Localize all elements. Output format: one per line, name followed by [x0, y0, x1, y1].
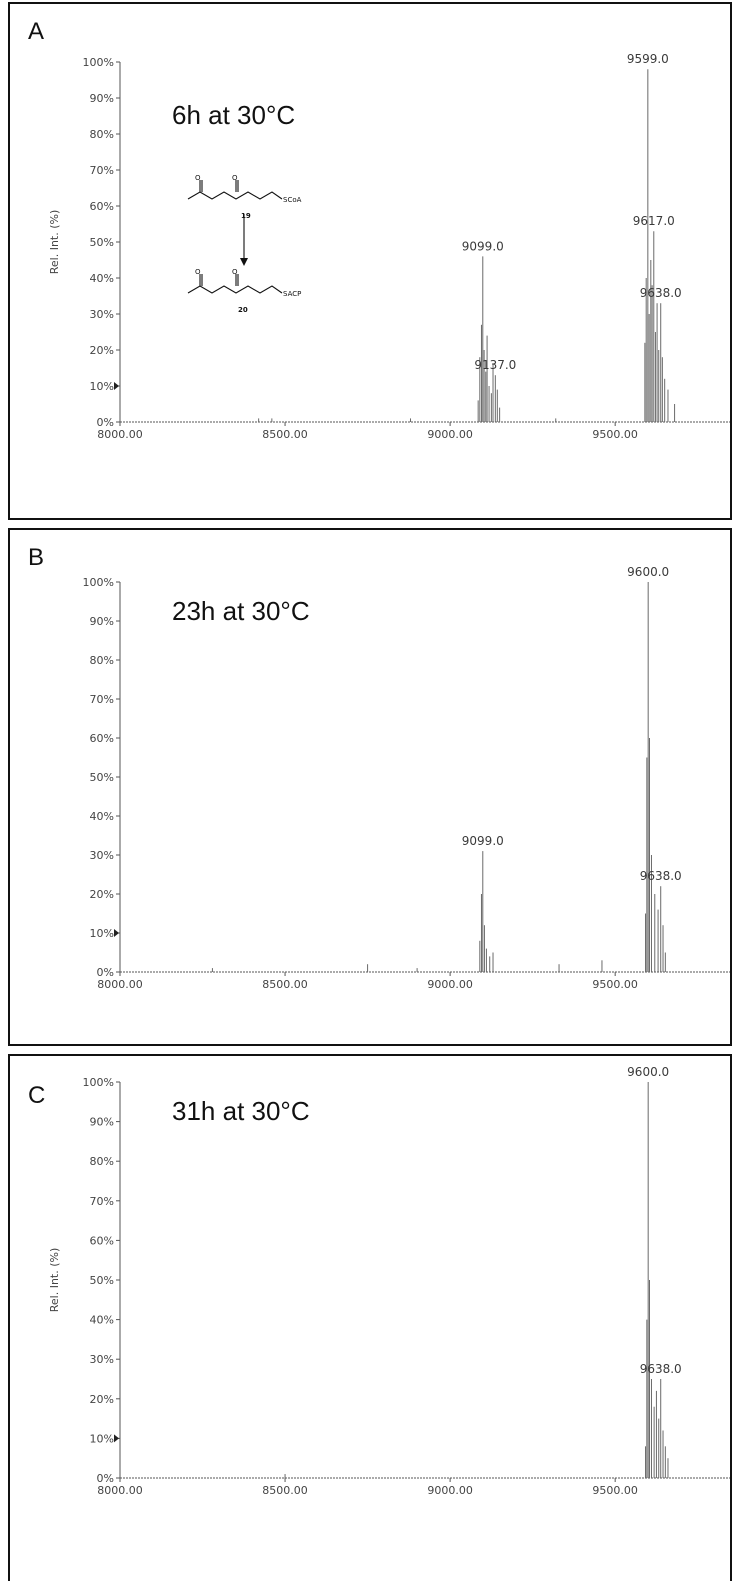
peak-label: 9099.0 [462, 834, 504, 848]
peak-label: 9638.0 [640, 869, 682, 883]
peak-label: 9599.0 [627, 52, 669, 66]
spectrum-panel-c: C 0% 10% 20% 30% 40% 50% 60% 70% 80% 90% 100% 8000.… [8, 1054, 732, 1581]
y-tick-label: 30% [90, 1353, 114, 1366]
y-tick-label: 80% [90, 128, 114, 141]
svg-text:O: O [195, 174, 201, 182]
x-tick-label: 9000.00 [427, 978, 473, 991]
substrate-group: SCoA [283, 196, 302, 204]
x-tick-label: 8500.00 [262, 428, 308, 441]
product-group: SACP [283, 290, 301, 298]
y-tick-label: 10% [90, 927, 114, 940]
y-tick-label: 100% [83, 1076, 114, 1089]
y-tick-label: 70% [90, 1195, 114, 1208]
peak-label: 9137.0 [474, 358, 516, 372]
y-tick-label: 0% [97, 1472, 114, 1485]
condition-label: 23h at 30°C [172, 596, 310, 626]
svg-text:O: O [232, 174, 238, 182]
x-tick-label: 9500.00 [592, 1484, 638, 1497]
y-tick-label: 50% [90, 771, 114, 784]
threshold-marker [114, 929, 119, 937]
y-tick-label: 80% [90, 654, 114, 667]
x-tick-label: 9000.00 [427, 428, 473, 441]
y-tick-label: 0% [97, 416, 114, 429]
x-tick-label: 9500.00 [592, 428, 638, 441]
substrate-number: 19 [241, 212, 251, 220]
mass-spectrum-chart: 0% 10% 20% 30% 40% 50% 60% 70% 80% 90% 100% 8000.00… [48, 1065, 730, 1497]
condition-label: 31h at 30°C [172, 1096, 310, 1126]
x-tick-label: 8000.00 [97, 978, 143, 991]
y-tick-label: 90% [90, 1116, 114, 1129]
y-tick-label: 70% [90, 693, 114, 706]
y-tick-label: 0% [97, 966, 114, 979]
y-tick-label: 60% [90, 200, 114, 213]
x-tick-label: 8000.00 [97, 1484, 143, 1497]
spectrum-panel-b: B 0% 10% 20% 30% 40% 50% 60% 70% 80% 90% 100% 8000.… [8, 528, 732, 1046]
y-tick-label: 50% [90, 1274, 114, 1287]
y-tick-label: 10% [90, 380, 114, 393]
y-tick-label: 20% [90, 1393, 114, 1406]
y-tick-label: 40% [90, 1314, 114, 1327]
threshold-marker [114, 1434, 119, 1443]
y-tick-label: 20% [90, 888, 114, 901]
substrate-chain [187, 191, 283, 200]
y-tick-label: 30% [90, 308, 114, 321]
reaction-scheme: O O SCoA 19 O O SACP 20 [187, 174, 302, 314]
y-tick-label: 50% [90, 236, 114, 249]
product-number: 20 [238, 306, 248, 314]
y-tick-label: 100% [83, 576, 114, 589]
condition-label: 6h at 30°C [172, 100, 296, 130]
y-tick-label: 40% [90, 272, 114, 285]
spectrum-panel-a: A 0% 10% 20% 30% 40% 50% 60% 70% 80% 90% 100% 8000.… [8, 2, 732, 520]
svg-text:O: O [195, 268, 201, 276]
peak-label: 9600.0 [627, 1065, 669, 1079]
x-tick-label: 8500.00 [262, 978, 308, 991]
threshold-marker [114, 382, 119, 390]
svg-text:O: O [232, 268, 238, 276]
product-chain [187, 285, 283, 294]
panel-letter: C [28, 1082, 46, 1109]
y-tick-label: 100% [83, 56, 114, 69]
x-tick-label: 8500.00 [262, 1484, 308, 1497]
peak-label: 9638.0 [640, 286, 682, 300]
mass-spectrum-chart: 0% 10% 20% 30% 40% 50% 60% 70% 80% 90% 100% 8000.00… [83, 565, 730, 991]
y-tick-label: 70% [90, 164, 114, 177]
x-tick-label: 9000.00 [427, 1484, 473, 1497]
mass-spectrum-chart: 0% 10% 20% 30% 40% 50% 60% 70% 80% 90% 100% 8000.00… [48, 52, 730, 441]
y-axis-title: Rel. Int. (%) [48, 1248, 61, 1313]
y-tick-label: 10% [90, 1432, 114, 1445]
y-tick-label: 80% [90, 1155, 114, 1168]
x-tick-label: 9500.00 [592, 978, 638, 991]
y-tick-label: 30% [90, 849, 114, 862]
peak-label: 9638.0 [640, 1362, 682, 1376]
y-tick-label: 90% [90, 92, 114, 105]
y-axis-title: Rel. Int. (%) [48, 210, 61, 275]
panel-letter: A [28, 18, 45, 45]
peak-label: 9600.0 [627, 565, 669, 579]
x-tick-label: 8000.00 [97, 428, 143, 441]
peak-label: 9099.0 [462, 239, 504, 253]
y-tick-label: 20% [90, 344, 114, 357]
y-tick-label: 60% [90, 732, 114, 745]
y-tick-label: 60% [90, 1234, 114, 1247]
y-tick-label: 40% [90, 810, 114, 823]
y-tick-label: 90% [90, 615, 114, 628]
panel-letter: B [28, 544, 45, 571]
arrow-head [240, 258, 248, 266]
peak-label: 9617.0 [633, 214, 675, 228]
